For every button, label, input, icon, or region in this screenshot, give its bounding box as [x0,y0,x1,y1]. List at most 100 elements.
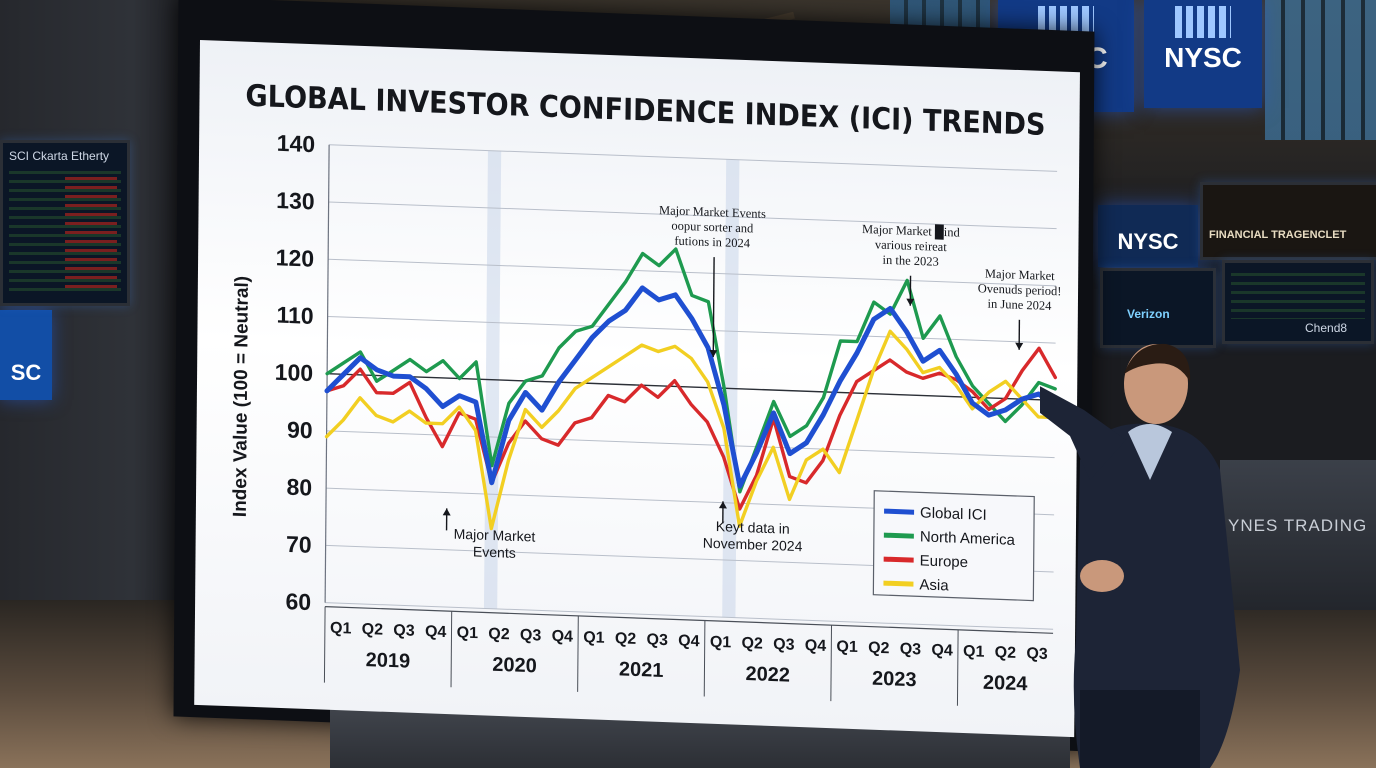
gridline [328,201,1057,230]
y-tick-label: 80 [286,474,312,501]
year-separator [956,629,959,706]
neutral-reference-line [327,372,1056,402]
gridline [327,315,1056,344]
arrowhead-icon [442,508,451,516]
quarter-label: Q2 [995,644,1017,662]
series-line-north-america [325,247,1057,494]
arrowhead-icon [718,501,727,509]
quarter-label: Q2 [741,635,763,653]
board-title: SCI Ckarta Etherty [9,149,110,163]
year-label: 2024 [983,672,1029,696]
suit-jacket [1073,423,1240,768]
y-tick-label: 70 [286,531,312,558]
y-tick-label: 120 [276,244,315,271]
series-line-asia [324,329,1057,531]
legend-entry: Global ICI [920,504,987,523]
quarter-label: Q4 [805,637,827,655]
desk-text: YNES TRADING [1228,516,1368,535]
quarter-label: Q1 [330,620,352,638]
quarter-label: Q2 [868,640,890,658]
y-tick-label: 90 [287,416,313,443]
legend-swatch [883,580,914,587]
quarter-label: Q1 [583,629,605,647]
y-tick-label: 130 [276,187,315,214]
year-label: 2021 [619,658,664,682]
presenter-left-hand [1080,560,1124,592]
window-panel-right [1265,0,1376,140]
legend-entry: North America [920,528,1016,548]
annotation-text: futions in 2024 [674,234,751,251]
y-tick-label: 110 [276,302,313,329]
annotation-arrow [712,257,715,358]
x-axis-line [325,606,1054,634]
nysc-sign: NYSC [1098,205,1198,267]
y-axis-label: Index Value (100 = Neutral) [230,276,253,518]
legend-swatch [883,532,914,539]
quarter-label: Q4 [678,633,700,651]
year-separator [577,615,579,692]
legend-box [872,490,1035,602]
quarter-label: Q3 [520,627,542,645]
nysc-sign-text: NYSC [1164,42,1242,73]
legend: Global ICI North America Europe Asia [872,490,1035,602]
right-ticker-monitor: Chend8 [1222,260,1374,344]
quarter-label: Q4 [425,623,447,641]
y-tick-label: 100 [275,359,314,386]
gridline [328,258,1057,287]
legend-swatch [883,556,914,563]
quarter-label: Q2 [362,621,384,639]
arrowhead-icon [906,298,915,306]
series-line-europe [325,346,1057,511]
quarter-label: Q4 [552,628,574,646]
trousers [1080,690,1200,768]
annotation-text: Major Market [454,526,536,545]
nysc-sign: NYSC [1144,0,1262,108]
quarter-label: Q2 [615,630,637,648]
gridline [329,144,1058,172]
quarter-label: Q3 [1026,645,1048,663]
ticker-rows-red [65,177,117,293]
y-tick-label: 140 [277,130,316,157]
year-label: 2022 [745,663,790,687]
quarter-label: Q3 [646,631,668,649]
annotation-text: various reireat [875,237,947,254]
right-sign-board: FINANCIAL TRAGENCLET [1200,182,1376,260]
arrowhead-icon [1015,342,1024,350]
trading-desk: YNES TRADING [1220,460,1376,610]
year-separator [830,625,833,702]
quarter-label: Q1 [836,638,858,656]
annotation-text: Keyt data in [716,518,790,537]
ici-line-chart: GLOBAL INVESTOR CONFIDENCE INDEX (ICI) T… [230,79,1062,706]
shirt-collar [1128,424,1172,480]
annotation-text: Events [473,543,516,561]
quarter-label: Q1 [963,643,985,661]
annotation-text: oopur sorter and [671,219,754,236]
chart-title: GLOBAL INVESTOR CONFIDENCE INDEX (ICI) T… [245,79,1045,143]
quarter-label: Q2 [488,626,510,644]
series-line-global-ici [324,285,1058,489]
nysc-logo-icon [1175,6,1231,38]
nysc-sign-partial: SC [0,310,52,400]
year-separator [323,606,326,683]
annotation-text: Major Market [985,267,1055,284]
annotation-text: November 2024 [703,535,803,555]
quarter-label: Q3 [900,641,922,659]
quarter-label: Q3 [393,622,415,640]
year-label: 2020 [492,654,537,678]
quarter-label: Q3 [773,636,795,654]
presenter [1040,343,1240,768]
gridline [325,602,1054,630]
chart-screen: GLOBAL INVESTOR CONFIDENCE INDEX (ICI) T… [194,40,1080,738]
annotation-text: in June 2024 [988,297,1053,313]
presenter-hair [1124,343,1191,382]
series-lines [324,247,1058,531]
annotation-text: Major Market Events [659,203,766,221]
quarter-label: Q1 [710,634,732,652]
year-separator [450,611,453,688]
annotation-text: Major Market █ind [862,221,961,241]
monitor-brand: Verizon [1127,307,1170,321]
monitor-code: Chend8 [1305,321,1348,335]
right-monitor: Verizon [1100,268,1216,348]
